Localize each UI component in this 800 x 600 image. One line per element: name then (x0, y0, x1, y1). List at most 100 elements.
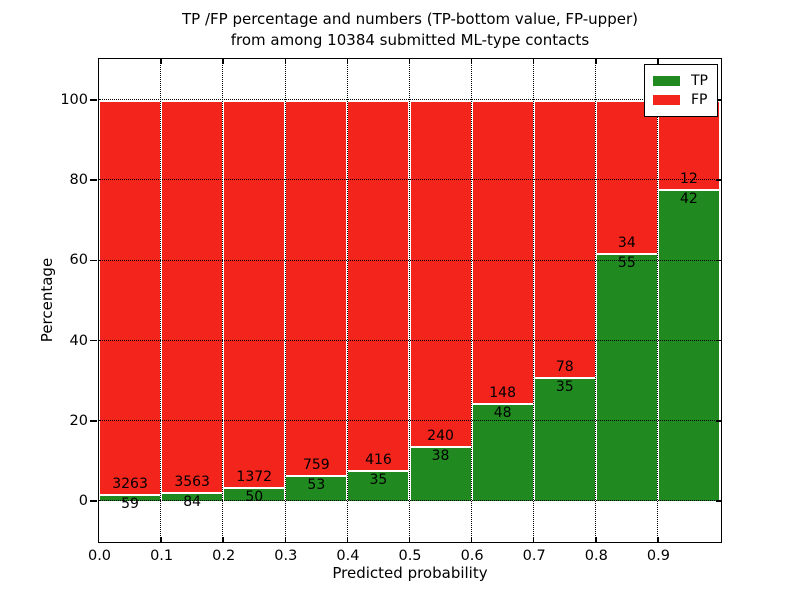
legend-swatch-fp-icon (653, 95, 680, 105)
y-tick-label: 20 (69, 412, 88, 429)
tp-count-label: 84 (183, 493, 202, 510)
tp-count-label: 48 (493, 404, 512, 421)
bar-segment-fp (347, 101, 410, 471)
xtick-mark-bottom (657, 537, 659, 542)
y-tick-label: 60 (69, 252, 88, 269)
fp-count-label: 416 (365, 451, 392, 468)
gridline-horizontal (99, 339, 721, 341)
gridline-vertical (657, 59, 659, 542)
gridline-vertical (595, 59, 597, 542)
y-tick-label: 80 (69, 172, 88, 189)
bar-segment-tp (657, 190, 720, 502)
x-tick-label: 0.7 (522, 548, 546, 564)
xtick-mark-top (657, 59, 659, 64)
bar-segment-fp (533, 101, 596, 378)
tp-count-label: 50 (245, 488, 264, 505)
tp-count-label: 35 (369, 471, 388, 488)
fp-count-label: 34 (617, 235, 636, 252)
bar-segment-fp (471, 101, 534, 404)
tp-count-label: 35 (555, 378, 574, 395)
x-tick-label: 0.6 (460, 548, 484, 564)
fp-count-label: 3263 (112, 475, 148, 492)
ytick-mark-right (716, 420, 721, 422)
fp-count-label: 1372 (236, 468, 273, 485)
xtick-mark-bottom (470, 537, 473, 542)
xtick-mark-top (470, 59, 473, 64)
legend-label-fp: FP (691, 92, 708, 108)
x-tick-label: 0.3 (274, 548, 298, 564)
legend: TP FP (644, 64, 718, 117)
x-tick-label: 0.0 (87, 548, 112, 564)
gridline-vertical (284, 59, 286, 542)
xtick-mark-top (408, 59, 411, 64)
tp-count-label: 55 (617, 255, 636, 272)
x-tick-label: 0.1 (150, 548, 174, 564)
ytick-mark-left (90, 259, 97, 262)
legend-swatch-tp-icon (653, 76, 680, 86)
bar-segment-fp (223, 101, 286, 488)
tp-count-label: 59 (121, 495, 139, 512)
y-tick-label: 100 (60, 92, 88, 108)
gridline-vertical (470, 59, 472, 542)
gridline-horizontal (99, 420, 721, 422)
gridline-horizontal (99, 259, 721, 261)
xtick-mark-bottom (346, 537, 349, 542)
fp-count-label: 759 (302, 456, 330, 473)
legend-label-tp: TP (691, 73, 708, 89)
y-axis-label: Percentage (38, 257, 56, 343)
bar-segment-tp (595, 254, 658, 502)
x-tick-label: 0.2 (212, 548, 236, 564)
xtick-mark-bottom (284, 537, 287, 542)
xtick-mark-top (595, 59, 597, 64)
fp-count-label: 3563 (174, 473, 210, 490)
ytick-mark-left (90, 500, 97, 502)
fp-count-label: 148 (489, 384, 516, 401)
bar-segment-fp (409, 101, 472, 448)
y-tick-label: 40 (69, 332, 88, 349)
x-tick-label: 0.9 (646, 548, 670, 564)
gridline-vertical (532, 59, 534, 542)
gridline-vertical (222, 59, 224, 542)
x-tick-label: 0.5 (398, 548, 422, 564)
legend-item-tp: TP (653, 73, 708, 89)
ytick-mark-right (716, 339, 721, 342)
gridline-horizontal (99, 99, 721, 101)
ytick-mark-left (90, 99, 97, 101)
plot-area: TP FP 3263 59 3563 84 1372 50 759 53 416 35 240 38 1… (90, 58, 722, 543)
plot-area-inner: TP FP 3263 59 3563 84 1372 50 759 53 416 35 240 38 1… (90, 59, 721, 542)
x-tick-label: 0.4 (336, 548, 360, 564)
y-tick-label: 0 (78, 493, 88, 509)
x-tick-label: 0.8 (584, 548, 608, 564)
xtick-mark-bottom (408, 537, 411, 542)
bar-segment-fp (285, 101, 348, 476)
ytick-mark-right (716, 99, 721, 101)
fp-count-label: 78 (555, 358, 574, 375)
gridline-vertical (160, 59, 162, 542)
ytick-mark-left (90, 179, 97, 181)
chart-title: TP /FP percentage and numbers (TP-bottom… (98, 9, 722, 51)
ytick-mark-left (90, 339, 97, 342)
xtick-mark-top (160, 59, 162, 64)
tp-count-label: 42 (680, 191, 698, 208)
bar-segment-tp (533, 377, 596, 502)
gridline-horizontal (99, 500, 721, 502)
gridline-horizontal (99, 179, 721, 181)
tp-count-label: 53 (307, 476, 326, 493)
x-axis-label: Predicted probability (332, 564, 488, 582)
bar-segment-fp (99, 101, 162, 495)
tp-count-label: 38 (431, 448, 450, 465)
bar-segment-tp (285, 475, 348, 502)
xtick-mark-top (222, 59, 224, 64)
ytick-mark-left (90, 420, 97, 422)
xtick-mark-top (346, 59, 349, 64)
ytick-mark-right (716, 500, 721, 502)
fp-count-label: 12 (680, 171, 698, 188)
xtick-mark-bottom (532, 537, 535, 542)
xtick-mark-bottom (595, 537, 597, 542)
fp-count-label: 240 (427, 428, 454, 445)
bar-segment-fp (595, 101, 658, 255)
xtick-mark-top (532, 59, 535, 64)
bar-segment-fp (161, 101, 224, 493)
title-line-1: TP /FP percentage and numbers (TP-bottom… (182, 10, 638, 28)
